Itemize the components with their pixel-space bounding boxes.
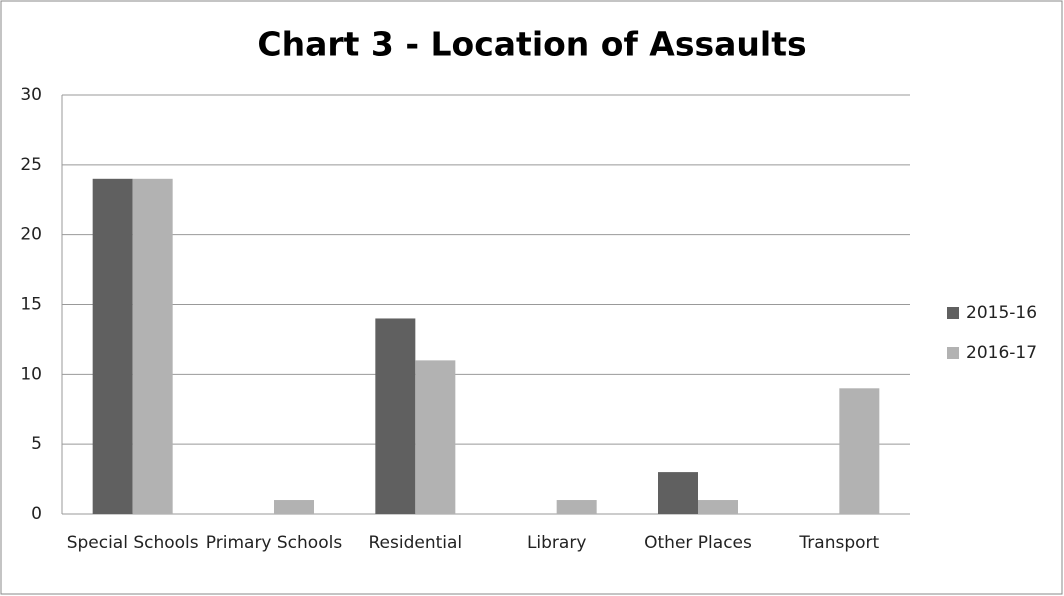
legend-label: 2015-16 — [966, 303, 1037, 323]
bar — [415, 360, 456, 514]
x-tick-label: Library — [526, 533, 587, 553]
legend-swatch — [947, 307, 959, 319]
x-tick-label: Primary Schools — [205, 533, 343, 553]
y-tick-label: 5 — [31, 434, 42, 454]
bar — [556, 500, 597, 514]
x-tick-label: Residential — [368, 533, 463, 553]
x-tick-label: Special Schools — [66, 533, 199, 553]
chart-title: Chart 3 - Location of Assaults — [257, 25, 806, 64]
x-tick-label: Transport — [799, 533, 880, 553]
bar — [132, 178, 173, 515]
y-tick-label: 25 — [20, 155, 42, 175]
y-tick-label: 15 — [20, 295, 42, 315]
y-tick-label: 10 — [20, 364, 42, 384]
bar — [92, 178, 133, 515]
bar — [375, 318, 416, 514]
legend-swatch — [947, 347, 959, 359]
bar — [839, 388, 880, 514]
bar — [274, 500, 314, 514]
legend-label: 2016-17 — [966, 343, 1037, 363]
y-tick-label: 20 — [20, 225, 42, 245]
y-tick-label: 30 — [20, 85, 42, 105]
x-tick-label: Other Places — [644, 533, 752, 553]
bar — [658, 472, 698, 514]
y-tick-label: 0 — [31, 504, 42, 524]
bar — [698, 500, 738, 514]
